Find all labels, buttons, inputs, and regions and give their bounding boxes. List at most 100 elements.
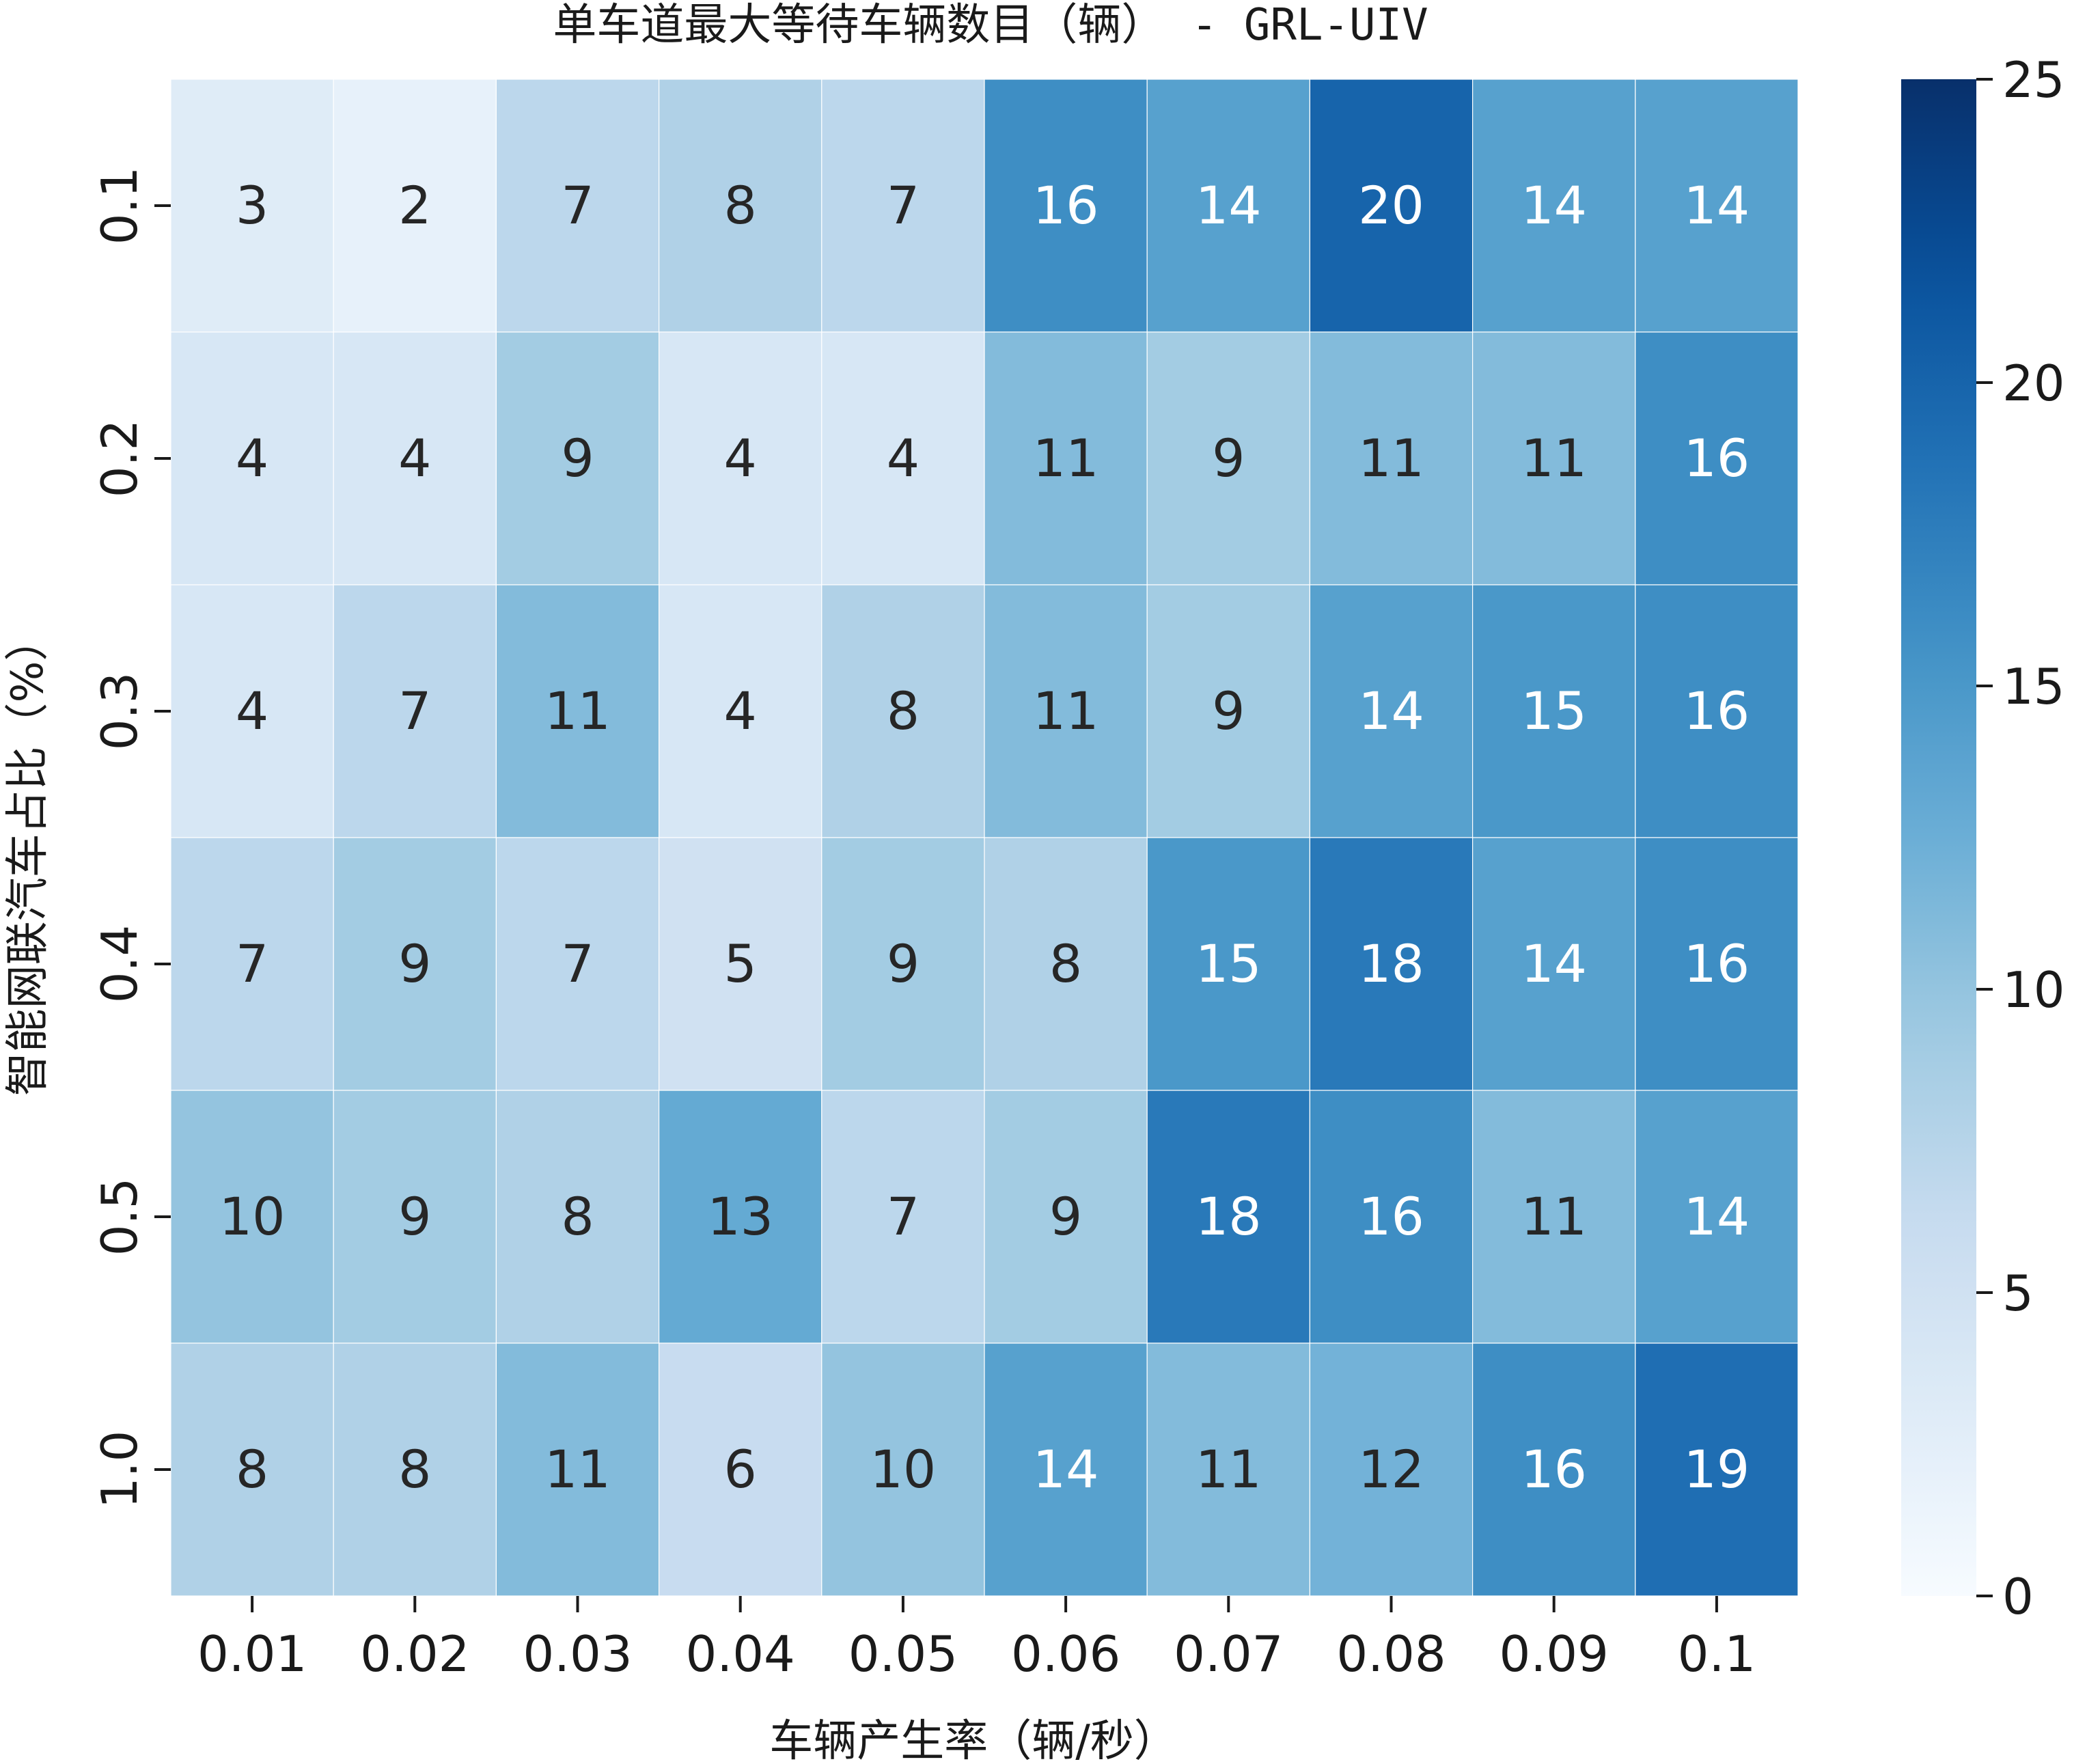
cell-value-label: 14: [1195, 175, 1262, 236]
x-tick-label: 0.01: [197, 1625, 307, 1683]
x-tick-label: 0.08: [1336, 1625, 1446, 1683]
cell-value-label: 4: [398, 428, 431, 488]
cell-value-label: 14: [1033, 1439, 1099, 1500]
cell-value-label: 9: [398, 1186, 431, 1247]
cell-value-label: 15: [1521, 680, 1587, 741]
cell-value-label: 7: [887, 175, 920, 236]
heatmap-cell: [658, 1342, 823, 1597]
colorbar-tick-label: 20: [2002, 355, 2065, 412]
heatmap-cell: [821, 837, 985, 1091]
heatmap-cell: [1146, 584, 1310, 838]
cell-value-label: 13: [707, 1186, 773, 1247]
cell-value-label: 14: [1684, 1186, 1750, 1247]
heatmap-cell: [821, 331, 985, 585]
heatmap-cell: [333, 331, 497, 585]
cell-value-label: 16: [1684, 428, 1750, 488]
heatmap-cell: [658, 79, 823, 333]
cell-value-label: 14: [1358, 680, 1424, 741]
cell-value-label: 16: [1358, 1186, 1424, 1247]
heatmap-cells: [170, 79, 1799, 1597]
x-tick-label: 0.06: [1011, 1625, 1120, 1683]
colorbar-ticks: 0 5 10 15 20 25: [1976, 51, 2065, 1625]
x-tick-label: 0.1: [1678, 1625, 1756, 1683]
cell-value-label: 3: [236, 175, 268, 236]
heatmap-cell: [984, 1090, 1148, 1344]
cell-value-label: 16: [1033, 175, 1099, 236]
cell-value-label: 12: [1358, 1439, 1424, 1500]
cell-value-label: 9: [398, 933, 431, 994]
heatmap-cell: [984, 837, 1148, 1091]
colorbar-tick-label: 25: [2002, 51, 2065, 109]
cell-value-label: 11: [1033, 428, 1099, 488]
cell-value-label: 8: [724, 175, 757, 236]
y-tick-label: 0.4: [91, 925, 148, 1004]
heatmap-cell: [821, 1342, 985, 1597]
cell-value-label: 11: [1358, 428, 1424, 488]
heatmap-cell: [495, 1342, 660, 1597]
cell-value-label: 8: [236, 1439, 268, 1500]
heatmap-cell: [1309, 79, 1474, 333]
cell-value-label: 4: [236, 680, 268, 741]
heatmap-cell: [495, 79, 660, 333]
cell-value-label: 11: [1195, 1439, 1262, 1500]
colorbar-tick-label: 5: [2002, 1265, 2034, 1322]
cell-value-label: 7: [561, 175, 594, 236]
cell-value-label: 19: [1684, 1439, 1750, 1500]
cell-value-label: 11: [1521, 428, 1587, 488]
cell-value-label: 4: [724, 680, 757, 741]
y-tick-label: 0.1: [91, 167, 148, 245]
colorbar-tick-label: 10: [2002, 961, 2065, 1019]
heatmap-cell: [1635, 331, 1799, 585]
y-tick-label: 0.2: [91, 419, 148, 498]
heatmap-cell: [333, 79, 497, 333]
heatmap-cell: [495, 1090, 660, 1344]
cell-value-label: 18: [1358, 933, 1424, 994]
heatmap-cell: [1309, 1090, 1474, 1344]
cell-value-label: 18: [1195, 1186, 1262, 1247]
heatmap-cell: [821, 1090, 985, 1344]
heatmap-cell: [1146, 331, 1310, 585]
cell-value-label: 20: [1358, 175, 1424, 236]
x-tick-label: 0.03: [523, 1625, 632, 1683]
heatmap-cell: [333, 584, 497, 838]
x-tick-label: 0.04: [686, 1625, 795, 1683]
colorbar-tick-label: 15: [2002, 658, 2065, 715]
x-tick-label: 0.09: [1499, 1625, 1609, 1683]
cell-value-label: 9: [1212, 428, 1245, 488]
heatmap-cell: [1472, 837, 1636, 1091]
cell-value-label: 16: [1521, 1439, 1587, 1500]
cell-value-label: 4: [724, 428, 757, 488]
heatmap-cell: [658, 1090, 823, 1344]
cell-value-label: 9: [561, 428, 594, 488]
cell-value-label: 5: [724, 933, 757, 994]
cell-value-label: 15: [1195, 933, 1262, 994]
heatmap-cell: [170, 584, 334, 838]
chart-title: 单车道最大等待车辆数目（辆） - GRL-UIV: [553, 0, 1428, 51]
heatmap-cell: [170, 837, 334, 1091]
heatmap-cell: [1146, 1090, 1310, 1344]
cell-value-label: 16: [1684, 680, 1750, 741]
cell-value-label: 7: [887, 1186, 920, 1247]
y-tick-label: 1.0: [91, 1431, 148, 1509]
heatmap-cell: [1635, 584, 1799, 838]
heatmap-cell: [984, 584, 1148, 838]
heatmap-cell: [984, 79, 1148, 333]
heatmap-cell: [1635, 79, 1799, 333]
cell-value-label: 9: [1049, 1186, 1082, 1247]
cell-value-label: 7: [236, 933, 268, 994]
heatmap-cell: [1472, 1342, 1636, 1597]
heatmap-cell: [1635, 1090, 1799, 1344]
heatmap-cell: [658, 331, 823, 585]
heatmap-cell: [495, 331, 660, 585]
heatmap-cell: [1146, 79, 1310, 333]
heatmap-cell: [1309, 331, 1474, 585]
heatmap-cell: [170, 79, 334, 333]
heatmap-cell: [658, 837, 823, 1091]
cell-value-label: 8: [561, 1186, 594, 1247]
cell-value-label: 16: [1684, 933, 1750, 994]
x-tick-label: 0.07: [1174, 1625, 1283, 1683]
cell-value-label: 11: [544, 1439, 611, 1500]
cell-value-label: 7: [561, 933, 594, 994]
heatmap-cell: [1472, 331, 1636, 585]
